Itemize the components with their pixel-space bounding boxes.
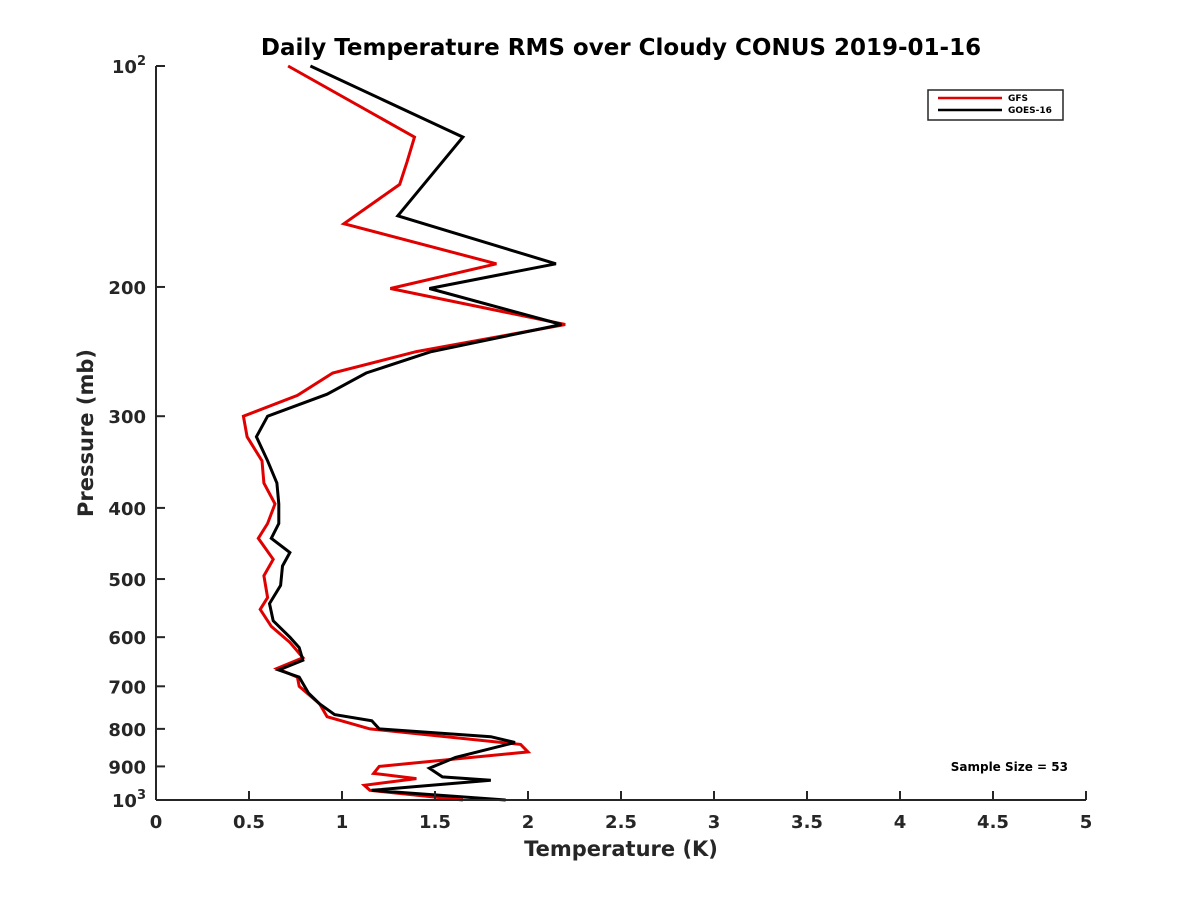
series-line-goes-16 xyxy=(254,64,562,802)
x-tick-label: 3 xyxy=(708,812,721,833)
x-tick-label: 1.5 xyxy=(419,812,451,833)
x-tick-label: 4.5 xyxy=(977,812,1009,833)
legend-box xyxy=(927,89,1064,121)
y-tick-label: 900 xyxy=(108,757,146,778)
legend: GFS GOES-16 xyxy=(927,89,1064,121)
x-ticks: 0 0.5 1 1.5 2 2.5 3 3.5 4 4.5 5 xyxy=(150,791,1093,833)
series-layer xyxy=(241,64,566,802)
x-tick-label: 2.5 xyxy=(605,812,637,833)
y-tick-label: 200 xyxy=(108,278,146,299)
x-tick-label: 1 xyxy=(336,812,349,833)
legend-label: GFS xyxy=(1008,94,1028,104)
y-tick-label: 102 xyxy=(112,54,146,78)
chart-title: Daily Temperature RMS over Cloudy CONUS … xyxy=(261,35,981,61)
legend-label: GOES-16 xyxy=(1008,106,1052,116)
y-ticks: 102 200 300 400 500 600 700 800 900 103 xyxy=(108,54,165,812)
y-tick-label: 400 xyxy=(108,499,146,520)
x-tick-label: 2 xyxy=(522,812,535,833)
y-tick-label: 103 xyxy=(112,788,146,812)
y-tick-label: 500 xyxy=(108,570,146,591)
x-tick-label: 3.5 xyxy=(791,812,823,833)
y-axis-label: Pressure (mb) xyxy=(74,349,98,517)
y-tick-label: 800 xyxy=(108,720,146,741)
sample-size-annotation: Sample Size = 53 xyxy=(951,760,1068,774)
x-tick-label: 0.5 xyxy=(233,812,265,833)
series-line-gfs xyxy=(241,64,566,802)
axes xyxy=(155,66,1086,801)
y-tick-label: 600 xyxy=(108,628,146,649)
x-axis-label: Temperature (K) xyxy=(524,837,718,861)
x-tick-label: 4 xyxy=(894,812,907,833)
x-tick-label: 0 xyxy=(150,812,163,833)
y-tick-label: 300 xyxy=(108,407,146,428)
y-tick-label: 700 xyxy=(108,677,146,698)
x-tick-label: 5 xyxy=(1080,812,1093,833)
